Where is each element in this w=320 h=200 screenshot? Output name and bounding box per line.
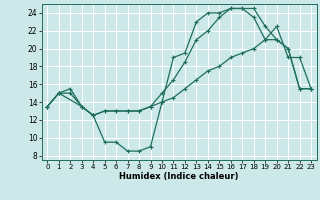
- X-axis label: Humidex (Indice chaleur): Humidex (Indice chaleur): [119, 172, 239, 181]
